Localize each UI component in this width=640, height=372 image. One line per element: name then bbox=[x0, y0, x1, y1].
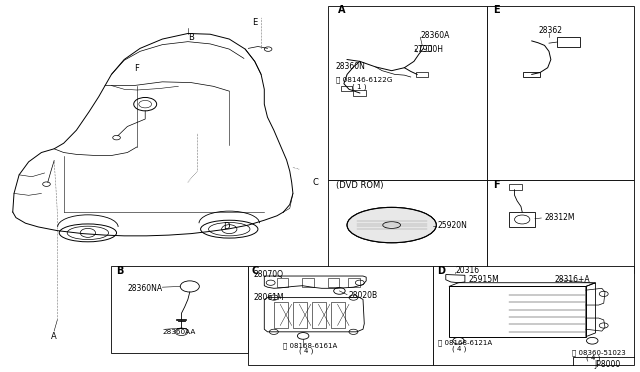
Text: ( 4 ): ( 4 ) bbox=[586, 355, 600, 362]
Text: 28360A: 28360A bbox=[420, 31, 450, 40]
Text: C: C bbox=[252, 266, 259, 276]
Text: E: E bbox=[493, 6, 500, 15]
Bar bbox=[509, 212, 535, 227]
Text: ( 4 ): ( 4 ) bbox=[300, 347, 314, 354]
Bar bbox=[248, 266, 433, 365]
Text: A: A bbox=[51, 332, 57, 341]
Text: D: D bbox=[223, 222, 229, 231]
Bar bbox=[524, 72, 540, 77]
Text: 28312M: 28312M bbox=[545, 213, 575, 222]
Text: Ⓑ 08168-6121A: Ⓑ 08168-6121A bbox=[438, 340, 492, 346]
Bar bbox=[509, 184, 522, 190]
Bar bbox=[557, 37, 580, 46]
Text: 28316+A: 28316+A bbox=[554, 275, 589, 283]
Text: C: C bbox=[312, 178, 318, 187]
Text: E: E bbox=[252, 18, 257, 27]
Text: 25915M: 25915M bbox=[468, 275, 499, 284]
Bar bbox=[274, 302, 288, 328]
Text: (DVD ROM): (DVD ROM) bbox=[335, 181, 383, 190]
Text: Ⓑ 08146-6122G: Ⓑ 08146-6122G bbox=[335, 77, 392, 83]
Text: Ⓑ 08168-6161A: Ⓑ 08168-6161A bbox=[284, 342, 338, 349]
Bar bbox=[331, 302, 345, 328]
Text: ( 4 ): ( 4 ) bbox=[452, 345, 467, 352]
Text: D: D bbox=[438, 266, 445, 276]
Bar bbox=[487, 6, 634, 180]
Text: 20316: 20316 bbox=[455, 266, 479, 275]
Bar bbox=[328, 6, 487, 180]
Text: F: F bbox=[493, 180, 500, 190]
Ellipse shape bbox=[347, 208, 436, 243]
Bar bbox=[353, 90, 366, 96]
Bar bbox=[340, 86, 351, 91]
Text: 28360N: 28360N bbox=[335, 62, 365, 71]
Text: Ⓢ 08360-51023: Ⓢ 08360-51023 bbox=[572, 349, 626, 356]
Text: 28360NA: 28360NA bbox=[127, 284, 163, 293]
Text: ( 1 ): ( 1 ) bbox=[352, 83, 367, 90]
Text: JP8000: JP8000 bbox=[595, 360, 621, 369]
Bar bbox=[328, 278, 339, 287]
Text: B: B bbox=[116, 266, 124, 276]
Bar bbox=[277, 278, 289, 287]
Text: B: B bbox=[188, 33, 194, 42]
Bar bbox=[303, 278, 314, 287]
Bar bbox=[416, 72, 428, 77]
Text: 28360AA: 28360AA bbox=[163, 329, 196, 335]
Text: 28020B: 28020B bbox=[348, 291, 378, 300]
Text: 25920N: 25920N bbox=[438, 221, 467, 230]
Bar bbox=[420, 45, 431, 51]
Text: A: A bbox=[337, 6, 345, 15]
Text: 28070Q: 28070Q bbox=[253, 270, 284, 279]
Text: 28362: 28362 bbox=[538, 26, 562, 35]
Bar bbox=[487, 180, 634, 273]
Bar bbox=[433, 266, 634, 365]
Bar bbox=[328, 180, 487, 273]
Bar bbox=[111, 266, 248, 353]
Bar bbox=[293, 302, 307, 328]
Text: 27900H: 27900H bbox=[414, 45, 444, 54]
Text: 28061M: 28061M bbox=[253, 293, 284, 302]
Bar bbox=[348, 278, 360, 287]
Bar bbox=[312, 302, 326, 328]
Text: F: F bbox=[134, 64, 140, 73]
